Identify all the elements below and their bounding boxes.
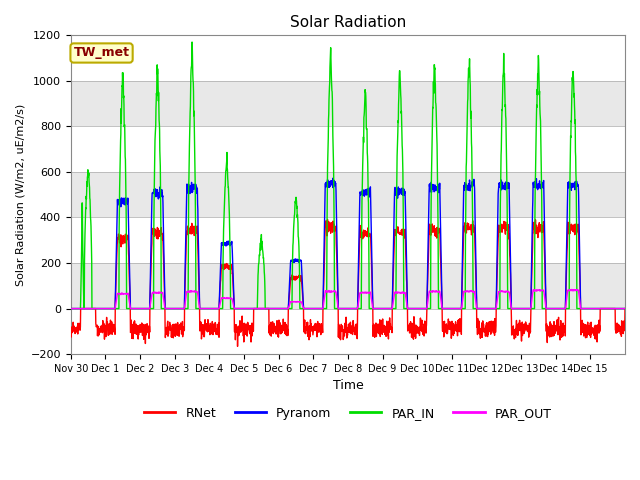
Bar [71, 81, 625, 126]
Y-axis label: Solar Radiation (W/m2, uE/m2/s): Solar Radiation (W/m2, uE/m2/s) [15, 104, 25, 286]
PAR_IN [188, 39, 196, 45]
Bar [71, 217, 625, 263]
PAR_OUT [568, 287, 575, 292]
Bar [71, 263, 625, 309]
Pyranom [381, 306, 389, 312]
PAR_OUT [67, 306, 75, 312]
PAR_OUT [381, 306, 389, 312]
Text: TW_met: TW_met [74, 47, 129, 60]
RNet [614, 329, 621, 335]
Pyranom [547, 306, 554, 312]
Bar [71, 126, 625, 172]
RNet [67, 332, 75, 338]
X-axis label: Time: Time [333, 379, 364, 392]
RNet [324, 216, 332, 222]
PAR_IN [547, 306, 554, 312]
RNet [242, 327, 250, 333]
PAR_OUT [515, 306, 522, 312]
RNet [122, 235, 130, 240]
PAR_OUT [614, 306, 621, 312]
Bar [71, 309, 625, 354]
Line: Pyranom: Pyranom [71, 178, 625, 309]
Bar [71, 36, 625, 81]
Line: PAR_IN: PAR_IN [71, 42, 625, 309]
PAR_IN [242, 306, 250, 312]
RNet [547, 328, 554, 334]
PAR_OUT [122, 290, 130, 296]
PAR_IN [515, 306, 523, 312]
PAR_IN [614, 306, 621, 312]
RNet [515, 327, 523, 333]
RNet [234, 344, 241, 349]
Pyranom [122, 200, 130, 205]
Pyranom [242, 306, 250, 312]
PAR_IN [67, 306, 75, 312]
PAR_OUT [546, 306, 554, 312]
Pyranom [614, 306, 621, 312]
RNet [621, 306, 629, 312]
Line: PAR_OUT: PAR_OUT [71, 289, 625, 309]
PAR_IN [381, 306, 389, 312]
Pyranom [329, 175, 337, 181]
PAR_OUT [242, 306, 250, 312]
PAR_OUT [621, 306, 629, 312]
Pyranom [67, 306, 75, 312]
RNet [381, 326, 389, 332]
PAR_IN [621, 306, 629, 312]
Line: RNet: RNet [71, 219, 625, 347]
Pyranom [515, 306, 523, 312]
PAR_IN [122, 207, 130, 213]
Title: Solar Radiation: Solar Radiation [290, 15, 406, 30]
Bar [71, 172, 625, 217]
Pyranom [621, 306, 629, 312]
Legend: RNet, Pyranom, PAR_IN, PAR_OUT: RNet, Pyranom, PAR_IN, PAR_OUT [139, 402, 557, 425]
